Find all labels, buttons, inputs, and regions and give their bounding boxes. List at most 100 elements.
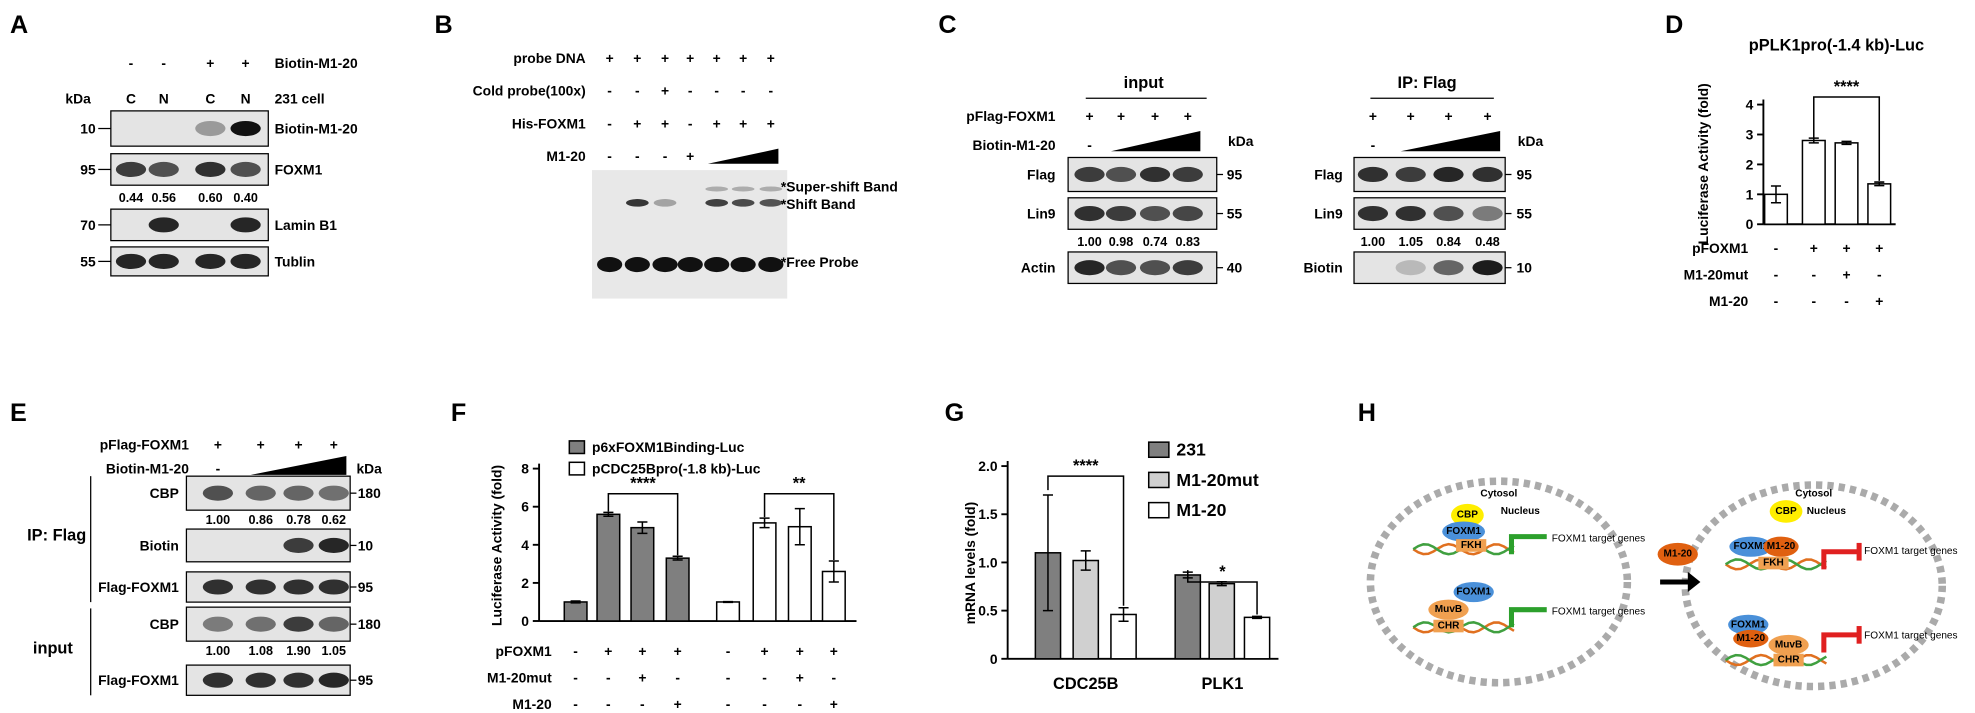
label: IP: Flag <box>27 526 86 544</box>
y-tick-label: 2.0 <box>978 458 998 474</box>
band <box>195 253 226 269</box>
label: + <box>713 50 721 66</box>
label: + <box>1151 108 1159 124</box>
error-bar <box>1042 494 1053 612</box>
band <box>202 485 234 501</box>
label: M1-20 <box>512 696 552 712</box>
label: 55 <box>1517 206 1533 222</box>
transition-arrow <box>1660 571 1701 593</box>
chart-title: pPLK1pro(-1.4 kb)-Luc <box>1749 36 1924 54</box>
band <box>758 256 784 273</box>
significance-label: ** <box>793 475 806 493</box>
diagram-label: FOXM1 target genes <box>1864 546 1957 557</box>
dose-triangle <box>1400 131 1501 152</box>
y-tick-label: 4 <box>521 537 529 553</box>
label: 55 <box>80 253 96 269</box>
error-bar <box>828 560 839 583</box>
band <box>1172 260 1203 276</box>
label: C <box>126 90 136 106</box>
label: Biotin-M1-20 <box>275 121 358 137</box>
error-bar <box>722 600 734 604</box>
label: 0.98 <box>1109 235 1133 249</box>
significance-bracket <box>1187 570 1258 615</box>
band <box>1433 166 1464 183</box>
label: 1.00 <box>206 644 230 658</box>
label: + <box>1444 108 1452 124</box>
label: 0.62 <box>322 513 346 527</box>
band <box>245 616 276 632</box>
label: + <box>633 115 641 131</box>
diagram-label: Nucleus <box>1501 506 1541 517</box>
label: 1.08 <box>248 644 272 658</box>
bar <box>1072 559 1100 660</box>
panel-letter: H <box>1358 399 1376 427</box>
label: - <box>726 643 731 659</box>
label: 0.83 <box>1176 235 1200 249</box>
bar <box>1174 574 1202 660</box>
band <box>318 579 349 595</box>
y-tick-label: 0.5 <box>978 603 998 619</box>
label: kDa <box>65 90 91 106</box>
band <box>1139 260 1171 276</box>
band <box>1139 205 1171 222</box>
label: + <box>1085 108 1093 124</box>
diagram-label: CHR <box>1438 621 1461 632</box>
label: + <box>686 148 694 164</box>
band <box>148 217 179 233</box>
error-bar <box>570 600 581 604</box>
label: 0.84 <box>1436 235 1460 249</box>
label: - <box>769 83 774 99</box>
bar <box>1867 183 1892 226</box>
label: Biotin <box>140 537 179 553</box>
band <box>1139 166 1171 183</box>
label: Flag-FOXM1 <box>98 579 179 595</box>
bar <box>1801 139 1826 226</box>
label: 1.00 <box>1361 235 1385 249</box>
label: + <box>686 50 694 66</box>
error-bar <box>672 555 683 561</box>
band <box>202 672 234 688</box>
label: - <box>161 55 166 71</box>
label: pFlag-FOXM1 <box>966 108 1056 124</box>
label: CBP <box>150 616 179 632</box>
label: pFOXM1 <box>496 643 552 659</box>
label: + <box>661 50 669 66</box>
label: - <box>726 670 731 686</box>
band <box>318 537 349 553</box>
protein <box>1453 581 1494 603</box>
band <box>597 256 623 273</box>
band <box>1472 205 1503 222</box>
label: + <box>257 437 265 453</box>
band <box>1074 166 1105 183</box>
diagram-label: Nucleus <box>1807 506 1847 517</box>
label: + <box>661 115 669 131</box>
label: + <box>214 437 222 453</box>
protein <box>1728 614 1769 635</box>
label: kDa <box>1228 133 1254 149</box>
label: M1-20mut <box>487 670 552 686</box>
error-bar <box>1080 550 1091 571</box>
label: input <box>33 640 74 658</box>
label: + <box>830 696 838 712</box>
band <box>148 161 179 178</box>
label: 0.48 <box>1475 235 1499 249</box>
band <box>230 253 261 269</box>
significance-label: **** <box>1834 78 1860 96</box>
bar <box>1834 142 1859 226</box>
diagram-label: M1-20 <box>1767 541 1796 552</box>
band <box>318 616 349 632</box>
label: 0.74 <box>1143 235 1167 249</box>
band <box>283 579 314 595</box>
label: IP: Flag <box>1398 74 1457 92</box>
significance-bracket <box>1047 475 1125 606</box>
label: Biotin-M1-20 <box>275 55 358 71</box>
bar <box>630 526 655 622</box>
label: + <box>796 670 804 686</box>
label: N <box>159 90 169 106</box>
gene-arrow <box>1508 607 1547 628</box>
diagram-label: M1-20 <box>1663 549 1692 560</box>
diagram-label: MuvB <box>1435 604 1462 615</box>
error-bar <box>1841 140 1852 146</box>
label: + <box>739 50 747 66</box>
legend-swatch <box>1147 501 1170 519</box>
